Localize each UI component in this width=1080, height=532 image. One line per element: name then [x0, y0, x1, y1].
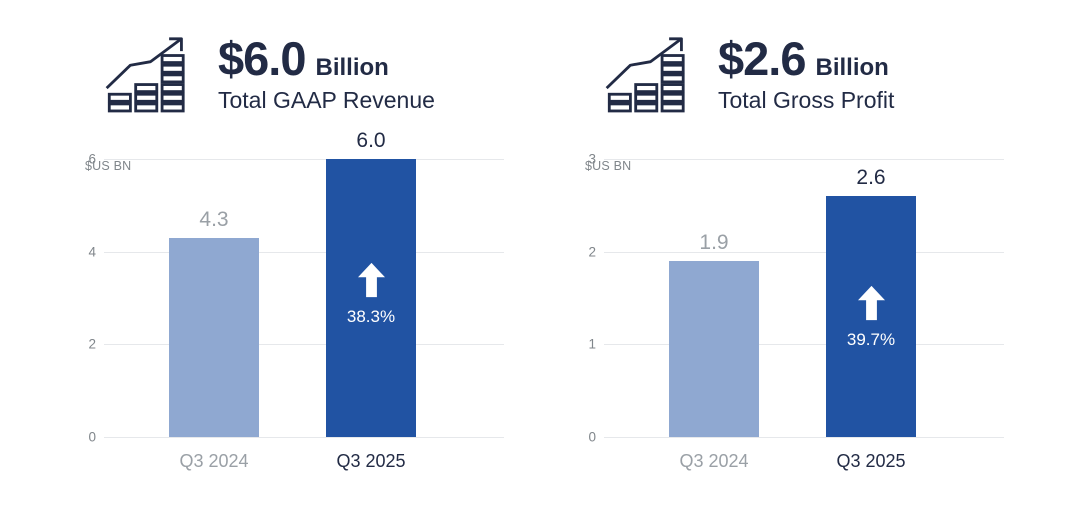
y-tick-label: 2	[88, 336, 96, 352]
gridline: 1	[588, 337, 1004, 352]
gross-profit-header: $2.6 Billion Total Gross Profit	[558, 26, 1018, 122]
bar-value-label: 4.3	[199, 208, 229, 231]
bar-group-q3-2025: 2.6 39.7%	[826, 167, 916, 437]
y-axis-unit-label: $US BN	[585, 159, 632, 173]
bar-group-q3-2025: 6.0 38.3%	[326, 130, 416, 437]
headline-caption: Total Gross Profit	[718, 86, 895, 113]
up-arrow-icon	[357, 262, 385, 297]
x-axis-label-q3-2025: Q3 2025	[336, 451, 406, 471]
gridline: 2	[588, 244, 1004, 259]
y-axis-unit-label: $US BN	[85, 159, 132, 173]
x-axis-label-q3-2025: Q3 2025	[836, 451, 906, 471]
growth-annotation: 39.7%	[826, 285, 916, 350]
x-axis-baseline: 0	[88, 430, 504, 445]
y-tick-label: 0	[588, 429, 596, 445]
x-axis-label-q3-2024: Q3 2024	[179, 451, 249, 471]
x-axis-label-q3-2024: Q3 2024	[679, 451, 749, 471]
revenue-bar-chart: $US BN 6 4 2 0 4.3 6.0	[58, 130, 518, 471]
y-tick-label: 6	[88, 151, 96, 167]
y-tick-label: 3	[588, 151, 596, 167]
revenue-headline: $6.0 Billion Total GAAP Revenue	[218, 35, 435, 114]
growth-percent-label: 38.3%	[346, 306, 396, 326]
headline-unit: Billion	[315, 53, 389, 81]
gross-profit-headline: $2.6 Billion Total Gross Profit	[718, 35, 894, 114]
revenue-panel: $6.0 Billion Total GAAP Revenue $US BN 6…	[58, 26, 518, 471]
growth-percent-label: 39.7%	[846, 330, 896, 350]
headline-unit: Billion	[815, 53, 889, 81]
x-axis-baseline: 0	[588, 430, 1004, 445]
bar-value-label: 6.0	[356, 129, 386, 152]
bar-q3-2024	[669, 261, 759, 437]
gridline: 4	[88, 244, 504, 259]
revenue-header: $6.0 Billion Total GAAP Revenue	[58, 26, 518, 122]
bar-q3-2025: 38.3%	[326, 159, 416, 437]
bar-q3-2025: 39.7%	[826, 196, 916, 437]
y-tick-label: 0	[88, 429, 96, 445]
gross-profit-plot-area: 3 2 1 0 1.9 2.6 39.7%	[588, 152, 1004, 471]
revenue-plot-area: 6 4 2 0 4.3 6.0 38.3%	[88, 130, 504, 471]
gross-profit-panel: $2.6 Billion Total Gross Profit $US BN 3…	[558, 26, 1018, 471]
gridline: 3	[588, 152, 1004, 167]
headline-caption: Total GAAP Revenue	[218, 86, 435, 113]
y-tick-label: 1	[588, 336, 596, 352]
growth-chart-icon	[105, 37, 185, 113]
gridline: 2	[88, 337, 504, 352]
headline-value: $2.6	[718, 31, 806, 85]
y-tick-label: 2	[588, 244, 596, 260]
bar-group-q3-2024: 4.3	[169, 209, 259, 437]
headline-value: $6.0	[218, 31, 306, 85]
gridline: 6	[88, 152, 504, 167]
bar-q3-2024	[169, 238, 259, 437]
up-arrow-icon	[857, 286, 885, 321]
bar-value-label: 1.9	[699, 231, 729, 254]
bar-group-q3-2024: 1.9	[669, 232, 759, 437]
gross-profit-bar-chart: $US BN 3 2 1 0 1.9 2.6	[558, 152, 1018, 471]
growth-annotation: 38.3%	[326, 262, 416, 327]
growth-chart-icon	[605, 37, 685, 113]
bar-value-label: 2.6	[856, 166, 886, 189]
y-tick-label: 4	[88, 244, 96, 260]
